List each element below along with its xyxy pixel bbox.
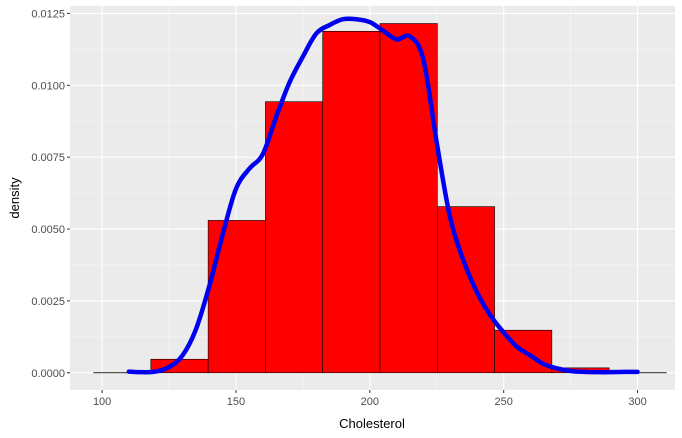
density-curve-layer [126, 16, 640, 375]
y-tick-label: 0.0125 [31, 8, 65, 20]
histogram-bar [436, 206, 495, 374]
x-tick-label: 150 [227, 396, 245, 408]
y-tick-label: 0.0000 [31, 368, 65, 380]
x-tick-label: 300 [628, 396, 646, 408]
x-tick-label: 250 [494, 396, 512, 408]
y-tick-label: 0.0075 [31, 152, 65, 164]
histogram-bar [207, 220, 266, 374]
y-axis-title: density [7, 177, 22, 219]
density-curve [126, 16, 640, 375]
x-axis-title: Cholesterol [339, 416, 405, 431]
y-tick-label: 0.0050 [31, 224, 65, 236]
y-axis: 0.0000 0.0025 0.0050 0.0075 0.0100 0.0125 [31, 8, 70, 380]
x-tick-label: 200 [361, 396, 379, 408]
histogram-bar [322, 30, 381, 374]
y-tick-label: 0.0025 [31, 296, 65, 308]
histogram-bar [265, 101, 324, 374]
x-tick-label: 100 [93, 396, 111, 408]
y-tick-label: 0.0100 [31, 80, 65, 92]
x-axis: 100 150 200 250 300 [93, 390, 647, 408]
